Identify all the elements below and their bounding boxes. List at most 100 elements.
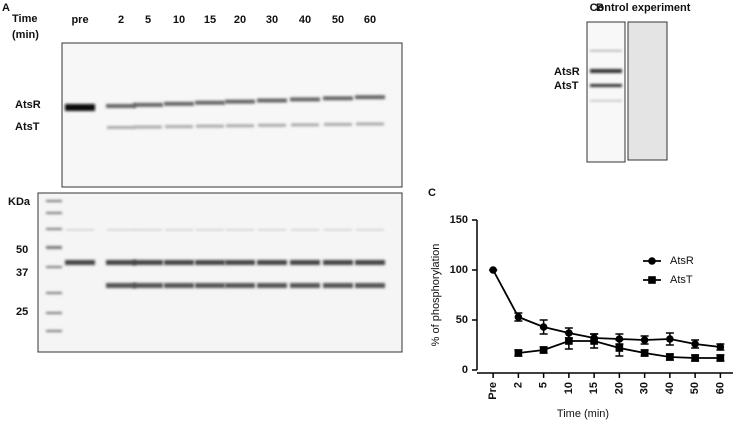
y-axis-label: % of phosphorylation xyxy=(430,244,442,347)
gel-band xyxy=(65,104,95,111)
y-tick-label: 150 xyxy=(450,214,468,226)
gel-band xyxy=(195,283,225,288)
gel-bottom xyxy=(37,192,403,353)
gel-band xyxy=(258,123,286,127)
time-label: (min) xyxy=(12,29,39,41)
y-tick-label: 0 xyxy=(462,364,468,376)
gel-band xyxy=(107,126,135,129)
marker-unit: KDa xyxy=(8,196,31,208)
gel-band xyxy=(106,104,136,108)
point xyxy=(640,336,649,344)
series-line xyxy=(492,269,721,348)
gel-band xyxy=(324,122,352,126)
x-tick-label: 40 xyxy=(664,382,676,394)
gel-band xyxy=(356,229,384,231)
marker-label: 25 xyxy=(16,306,28,318)
gel-band xyxy=(133,102,163,107)
gel-band xyxy=(257,283,287,288)
gel-band xyxy=(291,123,319,127)
x-axis-label: Time (min) xyxy=(557,408,609,420)
x-tick-label: 15 xyxy=(588,382,600,394)
gel-band xyxy=(65,260,95,265)
gel-band xyxy=(66,229,94,231)
gel-top xyxy=(61,42,403,188)
gel-band xyxy=(355,95,385,100)
legend-label: AtsT xyxy=(670,274,693,286)
lane-label: 50 xyxy=(332,14,344,26)
gel-band xyxy=(133,283,163,288)
marker-label: 50 xyxy=(16,244,28,256)
lane-label: 5 xyxy=(145,14,151,26)
gel-band xyxy=(106,260,136,265)
ladder xyxy=(46,200,62,332)
gel-control xyxy=(627,21,668,161)
band-label: AtsT xyxy=(15,121,40,133)
x-tick-label: 2 xyxy=(512,382,524,388)
gel-band xyxy=(257,98,287,103)
gel-band xyxy=(226,124,254,128)
lane-label: 2 xyxy=(118,14,124,26)
point xyxy=(514,349,523,357)
lane-label: 10 xyxy=(173,14,185,26)
gel-control xyxy=(586,21,626,163)
lane-label: 20 xyxy=(234,14,246,26)
point xyxy=(640,349,649,357)
lane-label: 15 xyxy=(204,14,216,26)
gel-band xyxy=(355,260,385,265)
gel-band xyxy=(107,229,135,231)
point xyxy=(615,335,624,343)
legend-marker xyxy=(648,276,656,284)
gel-band xyxy=(165,125,193,129)
gel-band xyxy=(195,260,225,265)
gel-band xyxy=(290,97,320,102)
band-label: AtsT xyxy=(554,80,579,92)
point xyxy=(539,346,548,354)
gel-band xyxy=(290,260,320,265)
gel-band xyxy=(164,260,194,265)
gel-band xyxy=(290,283,320,288)
gel-band xyxy=(195,100,225,105)
gel-band xyxy=(133,260,163,265)
panel-label: B xyxy=(596,2,604,14)
gel-band xyxy=(355,283,385,288)
band-label: AtsR xyxy=(15,99,41,111)
point xyxy=(666,335,674,343)
gel-band xyxy=(225,260,255,265)
marker-label: 37 xyxy=(16,267,28,279)
gel-band xyxy=(324,229,352,231)
gel-band xyxy=(257,260,287,265)
panel-label: C xyxy=(428,187,436,199)
panel-title: Control experiment xyxy=(590,2,691,14)
point xyxy=(691,354,699,362)
x-tick-label: 10 xyxy=(563,382,575,394)
gel-band xyxy=(356,122,384,126)
gel-band xyxy=(134,229,162,231)
x-tick-label: 5 xyxy=(538,382,550,388)
gel-band xyxy=(106,283,136,288)
gel-band xyxy=(164,101,194,106)
lane-label: 60 xyxy=(364,14,376,26)
x-tick-label: 60 xyxy=(714,382,726,394)
band-label: AtsR xyxy=(554,66,580,78)
y-tick-label: 100 xyxy=(450,264,468,276)
point xyxy=(514,313,523,321)
gel-band xyxy=(291,229,319,231)
gel-band xyxy=(165,229,193,231)
point xyxy=(615,344,624,352)
gel-band xyxy=(134,125,162,129)
lane-label: pre xyxy=(71,14,88,26)
x-tick-label: 30 xyxy=(639,382,651,394)
gel-band xyxy=(196,229,224,231)
point xyxy=(691,340,699,348)
x-tick-label: 20 xyxy=(613,382,625,394)
x-tick-label: Pre xyxy=(487,382,499,400)
gel-band xyxy=(323,283,353,288)
gel-band xyxy=(226,229,254,231)
gel-band xyxy=(258,229,286,231)
gel-band xyxy=(164,283,194,288)
gel-band xyxy=(323,260,353,265)
time-label: Time xyxy=(12,13,37,25)
gel-band xyxy=(323,96,353,101)
point xyxy=(666,353,674,361)
